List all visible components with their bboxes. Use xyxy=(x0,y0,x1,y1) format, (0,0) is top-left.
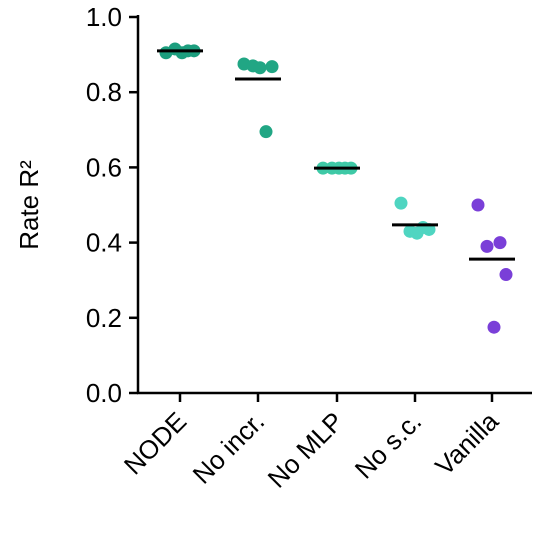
x-tick-label: No MLP xyxy=(262,406,350,494)
x-tick-label: No s.c. xyxy=(349,406,427,484)
x-tick-label: NODE xyxy=(118,406,192,480)
data-point xyxy=(410,226,424,240)
y-tick-label: 1.0 xyxy=(86,2,122,32)
y-tick-label: 0.0 xyxy=(86,378,122,408)
data-point xyxy=(493,236,507,250)
data-point xyxy=(499,268,513,282)
data-point xyxy=(259,125,273,139)
data-point xyxy=(253,61,267,75)
x-tick-label: Vanilla xyxy=(429,406,504,481)
y-tick-label: 0.2 xyxy=(86,303,122,333)
data-point xyxy=(175,46,189,60)
data-point xyxy=(394,196,408,210)
data-point xyxy=(480,239,494,253)
y-tick-label: 0.6 xyxy=(86,152,122,182)
data-point xyxy=(487,320,501,334)
data-point xyxy=(471,198,485,212)
y-axis-label: Rate R² xyxy=(14,160,44,250)
x-tick-label: No incr. xyxy=(187,406,271,490)
y-tick-label: 0.4 xyxy=(86,228,122,258)
y-tick-label: 0.8 xyxy=(86,77,122,107)
data-point xyxy=(265,60,279,74)
